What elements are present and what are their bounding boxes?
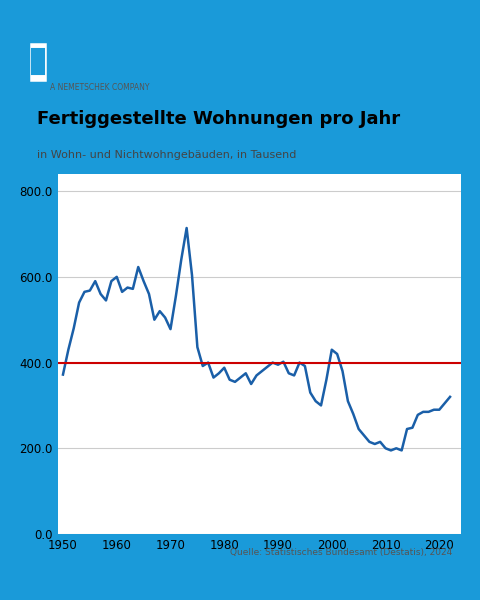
Text: BLUEBEAM: BLUEBEAM [50,43,185,64]
Text: Quelle: Statistisches Bundesamt (Destatis), 2024: Quelle: Statistisches Bundesamt (Destati… [230,547,452,557]
Text: in Wohn- und Nichtwohngebäuden, in Tausend: in Wohn- und Nichtwohngebäuden, in Tause… [37,150,296,160]
Text: Fertiggestellte Wohnungen pro Jahr: Fertiggestellte Wohnungen pro Jahr [37,109,400,127]
FancyBboxPatch shape [28,41,48,83]
FancyBboxPatch shape [32,49,44,74]
Text: A NEMETSCHEK COMPANY: A NEMETSCHEK COMPANY [50,82,150,91]
